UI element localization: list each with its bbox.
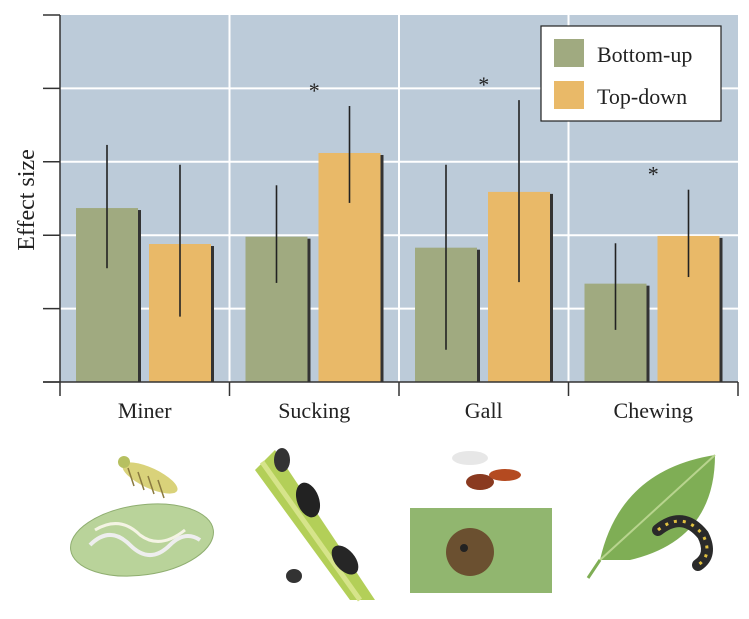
legend: Bottom-up Top-down bbox=[540, 25, 722, 122]
significance-marker: * bbox=[648, 162, 659, 187]
bar-shadow bbox=[378, 154, 384, 382]
bar-shadow bbox=[136, 210, 141, 382]
sucking-illustration-icon bbox=[255, 448, 375, 602]
x-tick-label: Chewing bbox=[614, 398, 693, 423]
x-tick-label: Sucking bbox=[278, 398, 350, 423]
bar-shadow bbox=[644, 285, 650, 382]
bar-shadow bbox=[475, 249, 480, 382]
legend-swatch-bottom-up bbox=[554, 39, 584, 67]
x-tick-label: Miner bbox=[118, 398, 172, 423]
gall-illustration-icon bbox=[410, 451, 552, 593]
bar-shadow bbox=[209, 246, 214, 382]
miner-illustration-icon bbox=[70, 456, 214, 577]
bar-shadow bbox=[548, 193, 553, 382]
significance-marker: * bbox=[309, 78, 320, 103]
significance-marker: * bbox=[478, 72, 489, 97]
y-axis-label: Effect size bbox=[14, 149, 40, 251]
legend-label-top-down: Top-down bbox=[597, 84, 687, 109]
chewing-illustration-icon bbox=[586, 454, 716, 579]
bar-shadow bbox=[717, 237, 723, 382]
legend-swatch-top-down bbox=[554, 81, 584, 109]
legend-label-bottom-up: Bottom-up bbox=[597, 42, 692, 67]
bar-shadow bbox=[305, 238, 311, 382]
x-tick-label: Gall bbox=[465, 398, 503, 423]
